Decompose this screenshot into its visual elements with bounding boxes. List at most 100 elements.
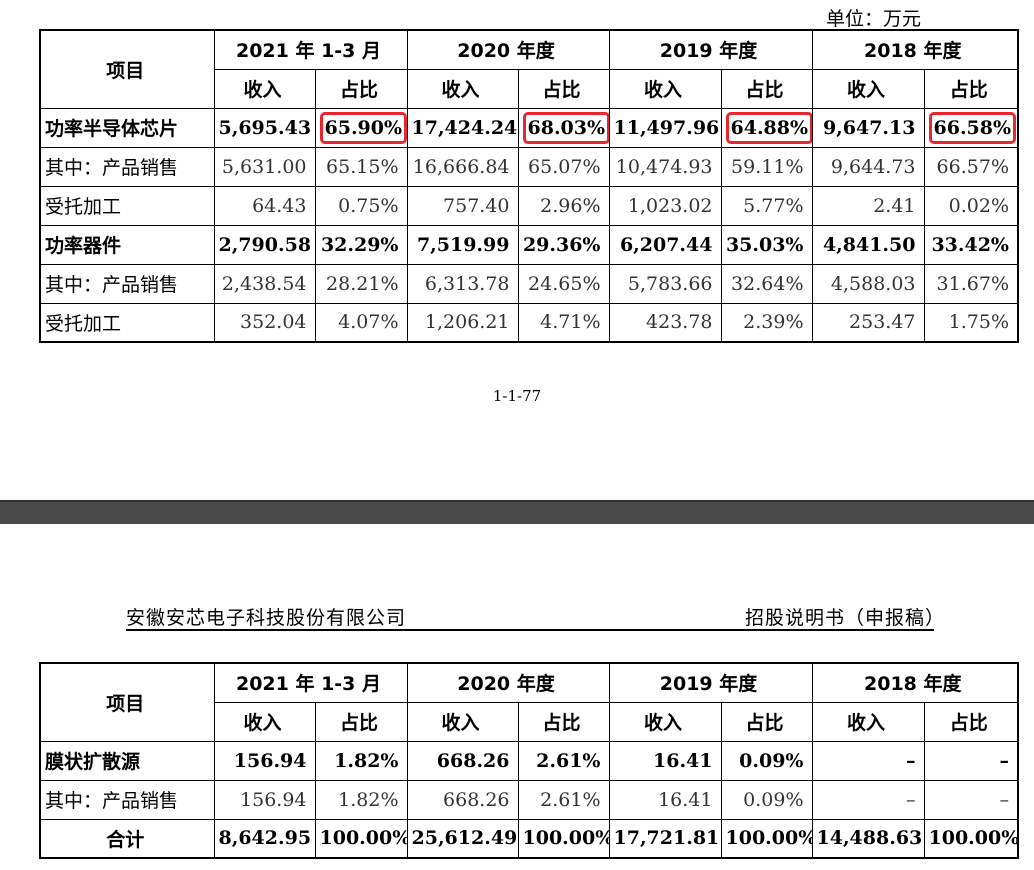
row-label: 其中：产品销售 (39, 263, 215, 304)
revenue-cell: 7,519.99 (406, 224, 519, 265)
revenue-cell: 423.78 (608, 302, 722, 343)
company-name: 安徽安芯电子科技股份有限公司 (126, 607, 407, 629)
row-label: 受托加工 (39, 302, 215, 343)
revenue-cell: 757.40 (406, 185, 519, 226)
row-label: 受托加工 (39, 185, 215, 226)
column-header-period: 2018 年度 (811, 662, 1019, 703)
share-cell: 0.75% (314, 185, 408, 226)
column-header-period: 2018 年度 (811, 29, 1019, 70)
revenue-cell: 6,313.78 (406, 263, 519, 304)
table-2-body: 膜状扩散源 156.94 1.82% 668.26 2.61% 16.41 0.09% – – 其… (39, 740, 1019, 859)
revenue-cell: 156.94 (213, 779, 316, 820)
revenue-cell: 16.41 (608, 779, 722, 820)
table-row: 其中：产品销售 5,631.00 65.15% 16,666.84 65.07% 10,4… (39, 146, 1019, 187)
share-cell: 64.88% (720, 107, 813, 148)
column-header-share: 占比 (720, 701, 813, 742)
share-cell: 2.96% (517, 185, 610, 226)
row-label: 功率半导体芯片 (39, 107, 215, 148)
table-1-body: 功率半导体芯片 5,695.43 65.90% 17,424.24 68.03% 11,4… (39, 107, 1019, 343)
share-cell: 65.07% (517, 146, 610, 187)
row-label: 膜状扩散源 (39, 740, 215, 781)
row-label: 合计 (39, 818, 215, 859)
column-header-period: 2021 年 1-3 月 (213, 29, 408, 70)
revenue-cell: 2,438.54 (213, 263, 316, 304)
page-number: 1-1-77 (492, 387, 542, 405)
table-row: 功率半导体芯片 5,695.43 65.90% 17,424.24 68.03% 11,4… (39, 107, 1019, 148)
share-cell: 0.09% (720, 779, 813, 820)
table-2-header: 项目 2021 年 1-3 月 2020 年度 2019 年度 2018 年度 收入 占比收… (39, 662, 1019, 742)
header-row-metrics: 收入 占比 收入 占比 收入 占比 收入 占比 (40, 68, 1019, 109)
column-header-share: 占比 (517, 68, 610, 109)
share-cell: 33.42% (923, 224, 1019, 265)
unit-label: 单位：万元 (826, 8, 922, 30)
revenue-cell: 1,023.02 (608, 185, 722, 226)
revenue-cell: 6,207.44 (608, 224, 722, 265)
header-rule (126, 629, 934, 631)
revenue-cell: 16.41 (608, 740, 722, 781)
revenue-cell: 253.47 (811, 302, 925, 343)
share-cell: 66.57% (923, 146, 1019, 187)
revenue-cell: 5,631.00 (213, 146, 316, 187)
share-cell: 1.82% (314, 779, 408, 820)
revenue-cell: – (811, 740, 925, 781)
row-label: 其中：产品销售 (39, 779, 215, 820)
share-cell: 24.65% (517, 263, 610, 304)
share-cell: 68.03% (517, 107, 610, 148)
column-header-share: 占比 (517, 701, 610, 742)
table-row: 合计 8,642.95 100.00% 25,612.49 100.00% 17,721.… (39, 818, 1019, 859)
share-cell: 29.36% (517, 224, 610, 265)
column-header-share: 占比 (923, 68, 1019, 109)
revenue-cell: 4,841.50 (811, 224, 925, 265)
revenue-cell: 10,474.93 (608, 146, 722, 187)
revenue-cell: 14,488.63 (811, 818, 925, 859)
revenue-cell: 16,666.84 (406, 146, 519, 187)
share-cell: 35.03% (720, 224, 813, 265)
revenue-cell: 11,497.96 (608, 107, 722, 148)
document-type: 招股说明书（申报稿） (745, 607, 946, 629)
revenue-cell: 352.04 (213, 302, 316, 343)
revenue-cell: 8,642.95 (213, 818, 316, 859)
share-cell: 0.02% (923, 185, 1019, 226)
highlight-box: 64.88% (725, 111, 811, 144)
highlight-box: 65.90% (319, 111, 406, 144)
table-row: 受托加工 352.04 4.07% 1,206.21 4.71% 423.78 2.39% 2… (39, 302, 1019, 343)
column-header-revenue: 收入 (811, 68, 925, 109)
revenue-cell: 2,790.58 (213, 224, 316, 265)
share-cell: 59.11% (720, 146, 813, 187)
column-header-period: 2020 年度 (406, 29, 610, 70)
row-label: 功率器件 (39, 224, 215, 265)
column-header-revenue: 收入 (406, 701, 519, 742)
revenue-cell: 9,644.73 (811, 146, 925, 187)
share-cell: – (923, 779, 1019, 820)
revenue-cell: 5,695.43 (213, 107, 316, 148)
share-cell: 28.21% (314, 263, 408, 304)
share-cell: 5.77% (720, 185, 813, 226)
revenue-cell: 668.26 (406, 740, 519, 781)
revenue-cell: – (811, 779, 925, 820)
column-header-revenue: 收入 (608, 701, 722, 742)
share-cell: 4.71% (517, 302, 610, 343)
column-header-period: 2021 年 1-3 月 (213, 662, 408, 703)
share-cell: 65.15% (314, 146, 408, 187)
revenue-cell: 156.94 (213, 740, 316, 781)
row-label: 其中：产品销售 (39, 146, 215, 187)
table-row: 受托加工 64.43 0.75% 757.40 2.96% 1,023.02 5.77% 2.… (39, 185, 1019, 226)
share-cell: 66.58% (923, 107, 1019, 148)
column-header-share: 占比 (314, 701, 408, 742)
table-row: 其中：产品销售 156.94 1.82% 668.26 2.61% 16.41 0.09% –… (39, 779, 1019, 820)
share-cell: 32.29% (314, 224, 408, 265)
column-header-revenue: 收入 (406, 68, 519, 109)
revenue-cell: 1,206.21 (406, 302, 519, 343)
header-row-periods: 项目 2021 年 1-3 月 2020 年度 2019 年度 2018 年度 (39, 662, 1019, 742)
column-header-period: 2020 年度 (406, 662, 610, 703)
column-header-period: 2019 年度 (608, 29, 813, 70)
share-cell: 2.61% (517, 740, 610, 781)
table-row: 功率器件 2,790.58 32.29% 7,519.99 29.36% 6,207.44… (39, 224, 1019, 265)
share-cell: 4.07% (314, 302, 408, 343)
revenue-cell: 5,783.66 (608, 263, 722, 304)
share-cell: 100.00% (517, 818, 610, 859)
revenue-table-1: 项目 2021 年 1-3 月 2020 年度 2019 年度 2018 年度 收入 占比收… (39, 29, 1019, 343)
revenue-cell: 668.26 (406, 779, 519, 820)
share-cell: 1.75% (923, 302, 1019, 343)
share-cell: 32.64% (720, 263, 813, 304)
